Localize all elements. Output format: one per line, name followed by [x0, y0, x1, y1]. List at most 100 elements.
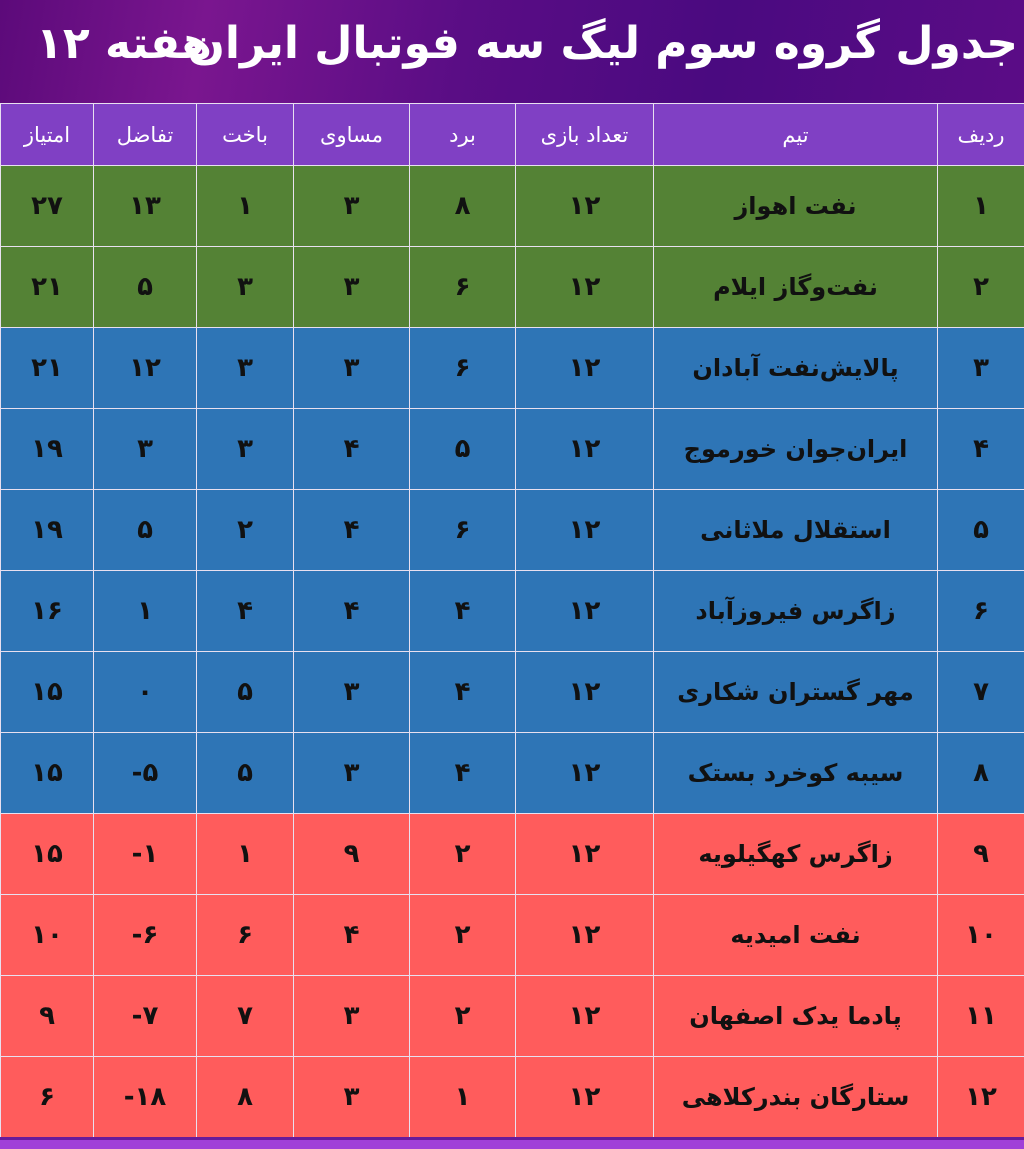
rank-value: ۱۰: [965, 920, 997, 950]
played-value: ۱۲: [568, 191, 601, 221]
cell-points: ۲۷: [0, 165, 94, 247]
cell-played: ۱۲: [515, 1056, 654, 1138]
cell-team: مهر گستران شکاری: [653, 651, 938, 733]
lost-value: ۴: [237, 596, 253, 626]
cell-team: پالایش‌نفت آبادان: [653, 327, 938, 409]
cell-points: ۱۹: [0, 408, 94, 490]
cell-played: ۱۲: [515, 408, 654, 490]
rank-value: ۱۲: [965, 1082, 997, 1112]
goal-diff-value: -۱۸: [123, 1082, 167, 1112]
drawn-value: ۳: [343, 677, 360, 707]
cell-goal-diff: ۳: [93, 408, 197, 490]
header-row: ردیف تیم تعداد بازی برد مساوی باخت تفاضل امتیاز: [0, 103, 1024, 166]
points-value: ۲۱: [31, 353, 63, 383]
team-value: پادما یدک اصفهان: [689, 1002, 902, 1030]
lost-value: ۱: [237, 191, 253, 221]
table-row: ۲ نفت‌وگاز ایلام ۱۲ ۶ ۳ ۳ ۵ ۲۱: [0, 246, 1024, 328]
points-value: ۱۶: [31, 596, 63, 626]
drawn-value: ۳: [343, 191, 360, 221]
cell-team: نفت اهواز: [653, 165, 938, 247]
cell-played: ۱۲: [515, 165, 654, 247]
cell-team: زاگرس کهگیلویه: [653, 813, 938, 895]
table-row: ۱۱ پادما یدک اصفهان ۱۲ ۲ ۳ ۷ -۷ ۹: [0, 975, 1024, 1057]
played-value: ۱۲: [568, 1082, 601, 1112]
table-row: ۸ سیبه کوخرد بستک ۱۲ ۴ ۳ ۵ -۵ ۱۵: [0, 732, 1024, 814]
cell-rank: ۷: [937, 651, 1024, 733]
header-drawn: مساوی: [293, 103, 410, 166]
header-lost: باخت: [196, 103, 294, 166]
played-value: ۱۲: [568, 920, 601, 950]
cell-won: ۶: [409, 327, 516, 409]
cell-goal-diff: -۱۸: [93, 1056, 197, 1138]
goal-diff-value: ۱۲: [129, 353, 161, 383]
points-value: ۲۱: [31, 272, 63, 302]
cell-played: ۱۲: [515, 246, 654, 328]
cell-points: ۱۵: [0, 732, 94, 814]
cell-rank: ۱۱: [937, 975, 1024, 1057]
cell-points: ۱۵: [0, 651, 94, 733]
team-value: ایران‌جوان خورموج: [683, 435, 908, 463]
drawn-value: ۳: [343, 1001, 360, 1031]
cell-lost: ۳: [196, 327, 294, 409]
cell-lost: ۴: [196, 570, 294, 652]
cell-goal-diff: -۷: [93, 975, 197, 1057]
cell-goal-diff: ۱: [93, 570, 197, 652]
page-title: جدول گروه سوم لیگ سه فوتبال ایران: [187, 18, 1018, 69]
rank-value: ۴: [973, 434, 989, 464]
cell-lost: ۶: [196, 894, 294, 976]
rank-value: ۵: [973, 515, 989, 545]
points-value: ۱۹: [31, 434, 63, 464]
cell-goal-diff: -۵: [93, 732, 197, 814]
cell-points: ۱۰: [0, 894, 94, 976]
team-value: استقلال ملاثانی: [700, 516, 891, 544]
rank-value: ۱۱: [965, 1001, 997, 1031]
cell-lost: ۳: [196, 408, 294, 490]
lost-value: ۷: [237, 1001, 253, 1031]
cell-lost: ۳: [196, 246, 294, 328]
goal-diff-value: -۱: [131, 839, 159, 869]
cell-lost: ۵: [196, 651, 294, 733]
cell-rank: ۸: [937, 732, 1024, 814]
cell-goal-diff: ۵: [93, 246, 197, 328]
cell-drawn: ۹: [293, 813, 410, 895]
goal-diff-value: ۱: [137, 596, 153, 626]
cell-points: ۲۱: [0, 327, 94, 409]
cell-played: ۱۲: [515, 894, 654, 976]
goal-diff-value: -۵: [131, 758, 159, 788]
points-value: ۱۹: [31, 515, 63, 545]
cell-points: ۱۵: [0, 813, 94, 895]
lost-value: ۶: [237, 920, 253, 950]
cell-won: ۲: [409, 894, 516, 976]
rank-value: ۸: [973, 758, 989, 788]
cell-points: ۱۶: [0, 570, 94, 652]
cell-played: ۱۲: [515, 489, 654, 571]
goal-diff-value: ۱۳: [129, 191, 161, 221]
lost-value: ۱: [237, 839, 253, 869]
lost-value: ۲: [237, 515, 253, 545]
won-value: ۲: [454, 920, 471, 950]
cell-played: ۱۲: [515, 975, 654, 1057]
cell-lost: ۲: [196, 489, 294, 571]
points-value: ۱۵: [31, 758, 63, 788]
cell-points: ۲۱: [0, 246, 94, 328]
cell-played: ۱۲: [515, 570, 654, 652]
points-value: ۲۷: [31, 191, 63, 221]
table-row: ۵ استقلال ملاثانی ۱۲ ۶ ۴ ۲ ۵ ۱۹: [0, 489, 1024, 571]
won-value: ۲: [454, 839, 471, 869]
cell-lost: ۱: [196, 165, 294, 247]
cell-drawn: ۴: [293, 894, 410, 976]
played-value: ۱۲: [568, 272, 601, 302]
cell-lost: ۵: [196, 732, 294, 814]
table-row: ۴ ایران‌جوان خورموج ۱۲ ۵ ۴ ۳ ۳ ۱۹: [0, 408, 1024, 490]
cell-team: ایران‌جوان خورموج: [653, 408, 938, 490]
cell-drawn: ۴: [293, 570, 410, 652]
cell-points: ۶: [0, 1056, 94, 1138]
team-value: پالایش‌نفت آبادان: [692, 354, 899, 382]
won-value: ۱: [454, 1082, 471, 1112]
cell-drawn: ۳: [293, 1056, 410, 1138]
goal-diff-value: ۳: [137, 434, 153, 464]
cell-rank: ۱۲: [937, 1056, 1024, 1138]
cell-won: ۴: [409, 651, 516, 733]
cell-won: ۶: [409, 246, 516, 328]
table-row: ۱ نفت اهواز ۱۲ ۸ ۳ ۱ ۱۳ ۲۷: [0, 165, 1024, 247]
